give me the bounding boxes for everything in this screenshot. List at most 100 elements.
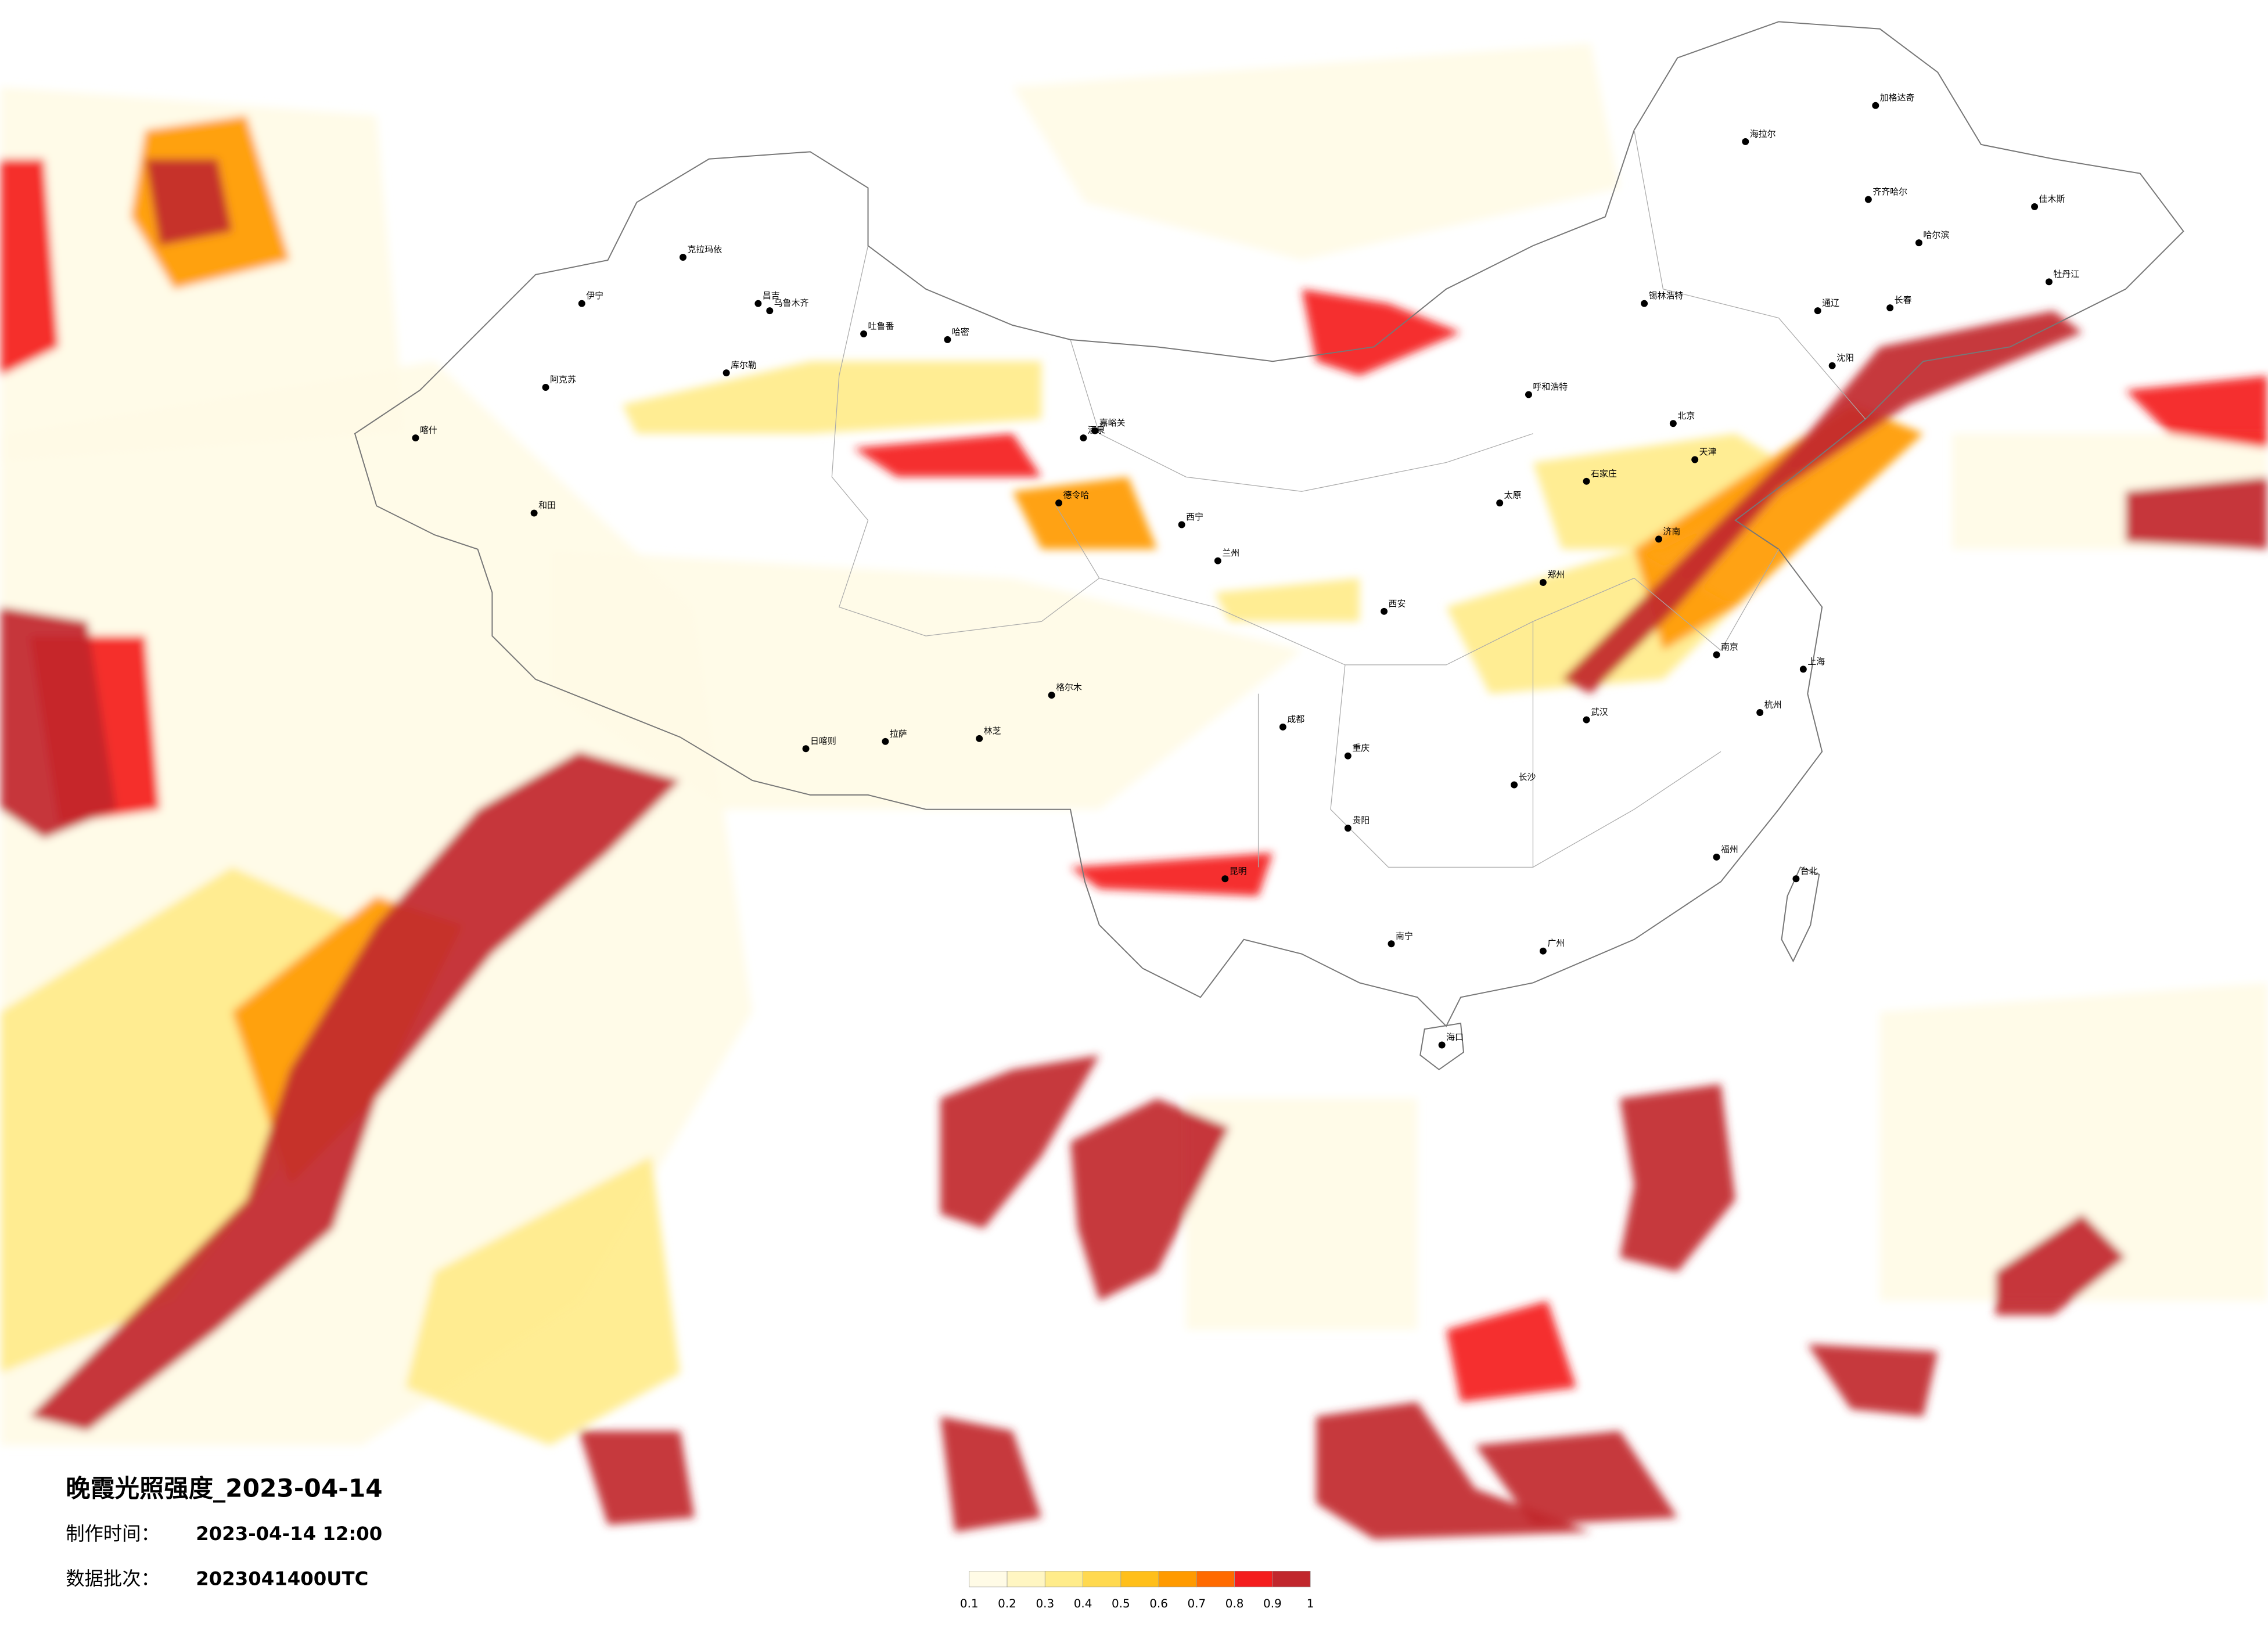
city-label: 哈尔滨 <box>1923 230 1949 240</box>
city-label: 通辽 <box>1822 298 1839 308</box>
heat-area <box>405 1156 680 1445</box>
city-dot <box>1713 853 1720 861</box>
city-label: 吐鲁番 <box>868 321 894 331</box>
legend-label: 1 <box>1307 1597 1314 1610</box>
heat-layer <box>1 43 2267 1539</box>
city-label: 郑州 <box>1547 570 1565 580</box>
legend-swatch <box>1196 1571 1235 1588</box>
city-label: 台北 <box>1800 866 1818 876</box>
city-dot <box>1539 947 1547 955</box>
city-dot <box>802 745 810 753</box>
city-label: 兰州 <box>1222 548 1239 558</box>
city-label: 西宁 <box>1186 512 1203 522</box>
city-label: 哈密 <box>952 326 969 337</box>
city-dot <box>1080 434 1087 442</box>
city-dot <box>1669 420 1677 427</box>
city-dot <box>882 738 889 745</box>
legend-label: 0.1 <box>960 1597 979 1610</box>
city-dot <box>578 300 585 307</box>
city-dot <box>1828 362 1836 369</box>
city-dot <box>766 307 774 315</box>
city-dot <box>1511 781 1518 789</box>
city-label: 北京 <box>1677 411 1695 421</box>
city-dot <box>754 300 762 307</box>
city-label: 齐齐哈尔 <box>1872 186 1907 197</box>
hainan-outline <box>1419 1022 1465 1071</box>
heat-area <box>578 1431 695 1525</box>
heat-area <box>622 361 1042 434</box>
city-dot <box>1344 825 1352 832</box>
city-label: 佳木斯 <box>2039 193 2065 204</box>
city-label: 广州 <box>1547 938 1565 948</box>
city-label: 日喀则 <box>810 736 836 746</box>
city-label: 杭州 <box>1764 700 1782 710</box>
city-label: 天津 <box>1699 447 1717 457</box>
city-dot <box>542 384 549 391</box>
city-label: 锡林浩特 <box>1649 290 1684 301</box>
city-dot <box>2045 278 2053 286</box>
heat-area <box>1214 578 1360 622</box>
city-label: 牡丹江 <box>2053 269 2079 279</box>
city-dot <box>723 369 730 377</box>
city-dot <box>1496 499 1504 507</box>
heat-area <box>853 433 1042 477</box>
heat-area <box>1995 1214 2126 1315</box>
city-dot <box>1864 196 1872 203</box>
city-label: 林芝 <box>984 725 1001 736</box>
city-label: 昆明 <box>1230 866 1247 876</box>
legend-swatch <box>1044 1571 1083 1588</box>
taiwan-outline <box>1781 866 1820 963</box>
legend-label: 0.2 <box>998 1597 1016 1610</box>
city-label: 呼和浩特 <box>1533 382 1568 392</box>
city-dot <box>1799 665 1807 673</box>
city-label: 南宁 <box>1396 931 1413 941</box>
city-label: 德令哈 <box>1063 490 1090 501</box>
city-label: 海拉尔 <box>1750 128 1776 139</box>
city-label: 格尔木 <box>1056 682 1082 693</box>
city-label: 酒泉 <box>1088 425 1105 436</box>
heat-area <box>1012 43 1620 261</box>
province-lines <box>831 129 1866 868</box>
legend-label: 0.4 <box>1074 1597 1092 1610</box>
city-label: 济南 <box>1663 526 1680 537</box>
city-dot <box>1279 723 1286 731</box>
city-label: 阿克苏 <box>550 375 576 385</box>
legend: 0.1 0.2 0.3 0.4 0.5 0.6 0.7 0.8 0.9 1 <box>960 1571 1314 1610</box>
city-dot <box>944 336 951 343</box>
legend-swatch <box>969 1571 1008 1588</box>
heat-area <box>1879 983 2267 1301</box>
city-label: 太原 <box>1504 490 1522 501</box>
city-dot <box>1583 477 1590 485</box>
city-dot <box>1388 940 1395 948</box>
city-dot <box>1886 304 1894 312</box>
city-label: 西安 <box>1389 598 1406 609</box>
heat-area <box>1562 311 2083 694</box>
heat-area <box>2125 376 2267 448</box>
legend-swatch <box>1120 1571 1159 1588</box>
city-label: 石家庄 <box>1591 468 1617 479</box>
city-label: 长沙 <box>1519 772 1536 782</box>
heat-area <box>1807 1344 1938 1417</box>
legend-label: 0.6 <box>1149 1597 1168 1610</box>
heat-area <box>549 549 1302 810</box>
city-label: 和田 <box>538 500 556 510</box>
heat-area <box>1316 1402 1591 1539</box>
city-dot <box>1641 300 1648 307</box>
legend-label: 0.5 <box>1112 1597 1130 1610</box>
legend-swatch <box>1083 1571 1122 1588</box>
heat-area <box>1619 1084 1735 1272</box>
city-dot <box>976 735 983 742</box>
city-label: 沈阳 <box>1836 352 1854 363</box>
city-dot <box>1091 427 1099 434</box>
city-dot <box>1691 456 1699 463</box>
city-dot <box>1583 716 1590 724</box>
city-dot <box>2031 203 2039 210</box>
heat-area <box>1 159 59 376</box>
info-value: 2023-04-14 12:00 <box>196 1523 382 1545</box>
legend-swatch <box>1158 1571 1197 1588</box>
city-dot <box>1178 521 1185 528</box>
country-outline <box>354 21 2184 1071</box>
title: 晚霞光照强度_2023-04-14 <box>66 1474 382 1503</box>
